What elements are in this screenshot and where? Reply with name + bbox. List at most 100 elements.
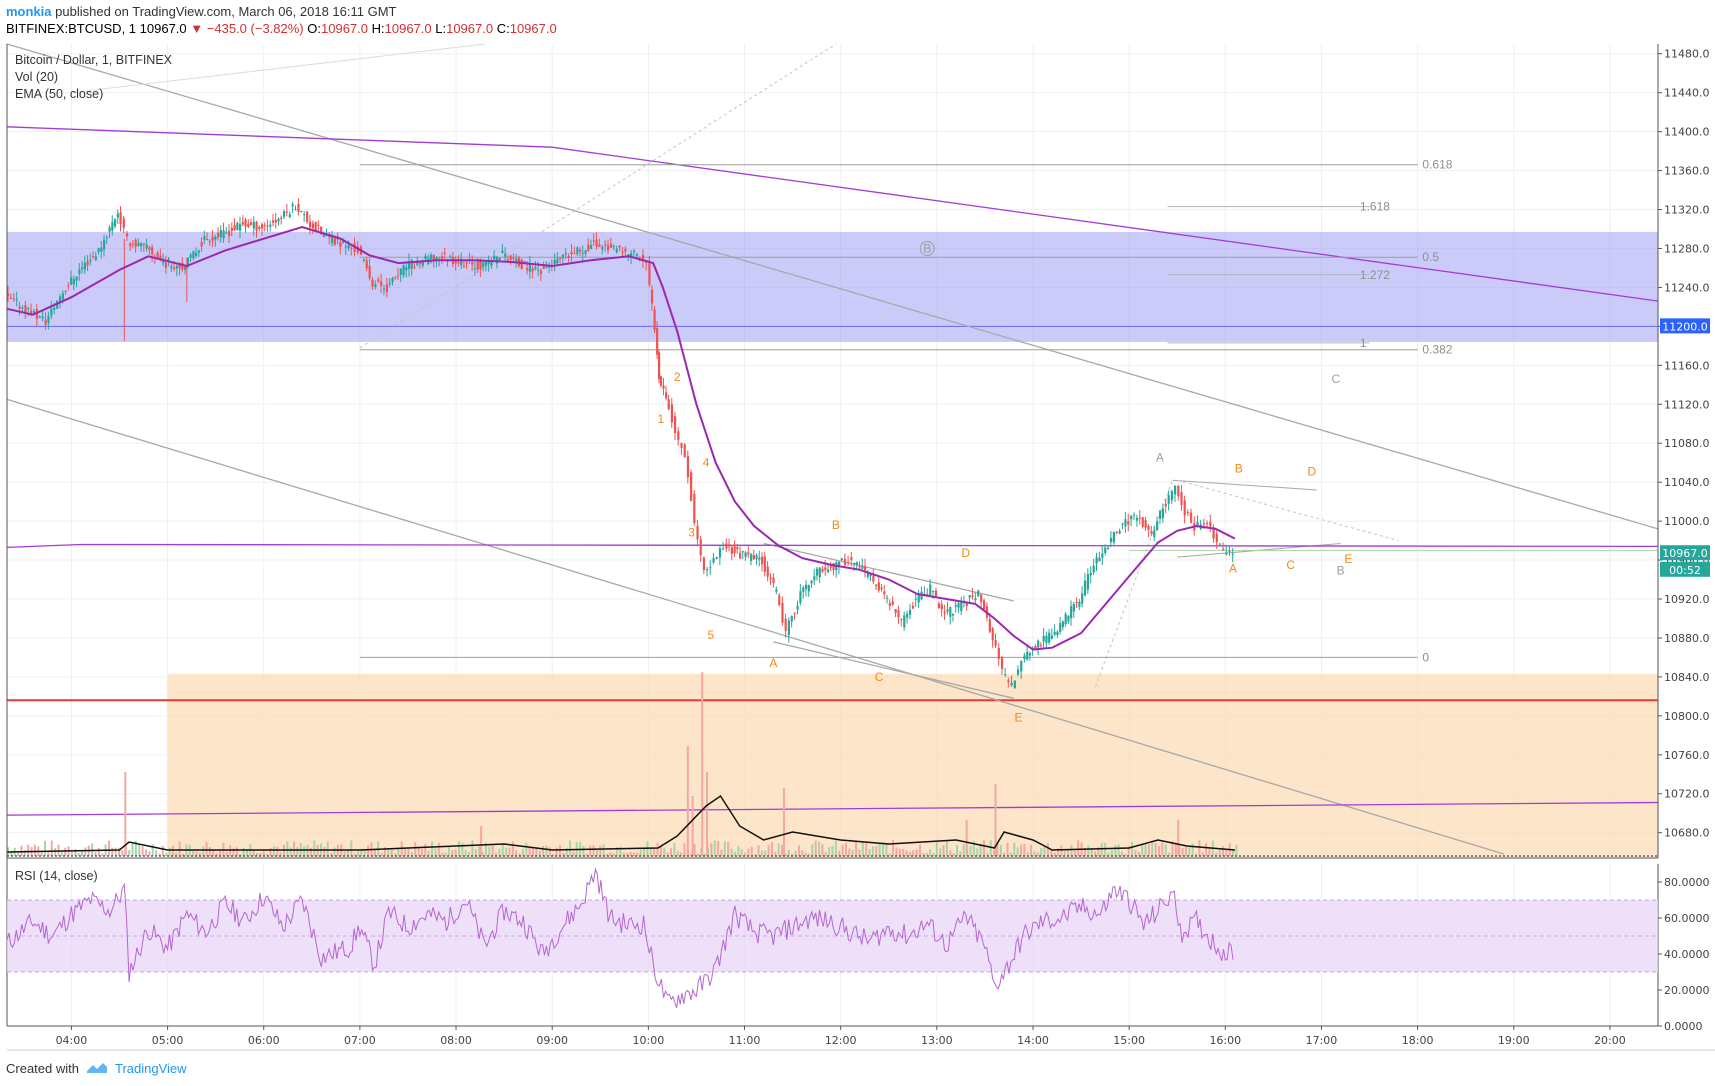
fib-extension-label: 1.272 (1360, 268, 1390, 282)
price-tag-label: 11200.0 (1662, 320, 1708, 333)
volume-bar (20, 845, 23, 856)
candle-body (1228, 550, 1231, 552)
volume-bar (498, 848, 501, 856)
candle-body (824, 567, 827, 571)
volume-bar (131, 841, 134, 856)
volume-bar (989, 840, 992, 856)
volume-bar (1057, 848, 1060, 856)
candle-body (886, 597, 889, 599)
candle-body (648, 262, 651, 285)
volume-bar (999, 844, 1002, 856)
candle-body (1004, 674, 1007, 676)
candle-body (282, 211, 286, 217)
time-tick-label: 16:00 (1209, 1034, 1241, 1047)
candle-body (988, 619, 991, 632)
volume-bar (784, 853, 787, 856)
candle-body (186, 257, 190, 267)
volume-bar (279, 852, 282, 856)
volume-bar (821, 844, 824, 856)
volume-bar (760, 850, 763, 856)
candle-body (548, 266, 551, 268)
candle-body (416, 260, 419, 265)
candle-body (766, 566, 769, 577)
candle-body (385, 284, 389, 293)
candle-body (829, 566, 832, 568)
candle-body (796, 605, 799, 610)
candle-body (173, 267, 176, 270)
candle-body (440, 256, 444, 260)
price-tick-label: 10760.0 (1664, 749, 1710, 762)
candle-body (837, 561, 841, 568)
volume-bar (77, 852, 80, 856)
volume-bar (1063, 850, 1066, 856)
tradingview-link[interactable]: TradingView (114, 1060, 187, 1076)
candle-body (1167, 495, 1170, 504)
wave-label: 4 (703, 456, 710, 470)
candle-body (618, 245, 621, 248)
candle-body (18, 306, 21, 309)
volume-bar (114, 847, 117, 856)
candle-body (317, 224, 320, 226)
candle-body (561, 254, 565, 258)
volume-bar (1221, 846, 1224, 856)
candle-body (255, 221, 258, 231)
down-arrow-icon: ▼ (190, 21, 204, 36)
volume-bar (865, 843, 868, 856)
volume-bar (468, 852, 471, 856)
volume-bar (444, 852, 447, 856)
volume-bar (518, 853, 521, 856)
time-tick-label: 06:00 (248, 1034, 280, 1047)
volume-bar (33, 844, 36, 856)
candle-body (755, 555, 758, 559)
candle-body (1086, 574, 1090, 590)
candle-body (473, 268, 477, 270)
volume-bar (1016, 847, 1019, 856)
candle-body (775, 589, 778, 592)
volume-bar (407, 848, 410, 856)
candle-body (601, 246, 604, 250)
volume-bar (1141, 845, 1144, 856)
candle-body (826, 569, 830, 573)
candle-body (252, 221, 255, 229)
volume-bar (996, 842, 999, 856)
volume-bar (454, 849, 457, 856)
candle-body (641, 254, 645, 262)
candle-body (772, 577, 775, 584)
candle-body (621, 251, 624, 253)
author-link[interactable]: monkia (6, 4, 52, 19)
volume-bar (929, 849, 932, 856)
candle-body (722, 548, 725, 550)
volume-bar (994, 784, 997, 856)
volume-bar (205, 842, 208, 856)
candle-body (184, 266, 187, 270)
volume-bar (343, 851, 346, 856)
volume-bar (737, 845, 740, 856)
volume-bar (993, 850, 996, 856)
candle-body (576, 247, 579, 254)
volume-bar (701, 672, 704, 856)
candle-body (523, 261, 526, 263)
volume-bar (171, 845, 174, 856)
candle-body (804, 584, 808, 589)
candle-body (1059, 623, 1062, 632)
candle-body (41, 316, 44, 319)
volume-bar (952, 853, 955, 856)
candle-body (914, 598, 917, 600)
volume-bar (505, 847, 508, 856)
volume-bar (1215, 852, 1218, 856)
candle-body (528, 263, 532, 272)
volume-bar (464, 850, 467, 856)
price-tick-label: 11120.0 (1664, 398, 1710, 411)
candle-body (665, 392, 668, 399)
candle-body (897, 610, 900, 618)
candle-body (498, 257, 501, 261)
dashed-projection (359, 43, 837, 349)
wave-label: C (875, 670, 884, 684)
candle-body (570, 251, 573, 255)
candle-body (230, 227, 233, 231)
candle-body (1095, 557, 1098, 564)
candle-body (607, 245, 610, 251)
candle-body (333, 236, 336, 245)
candle-body (957, 603, 960, 608)
